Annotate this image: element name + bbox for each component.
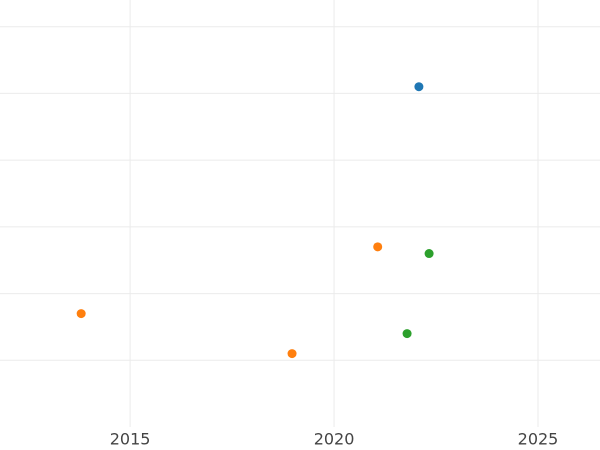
point	[424, 249, 434, 259]
point	[76, 309, 86, 319]
x-tick-label: 2015	[110, 430, 151, 449]
point	[402, 329, 412, 339]
x-tick-label: 2020	[314, 430, 355, 449]
point	[373, 242, 383, 252]
point	[414, 82, 424, 92]
point	[287, 349, 297, 359]
x-tick-label: 2025	[518, 430, 559, 449]
